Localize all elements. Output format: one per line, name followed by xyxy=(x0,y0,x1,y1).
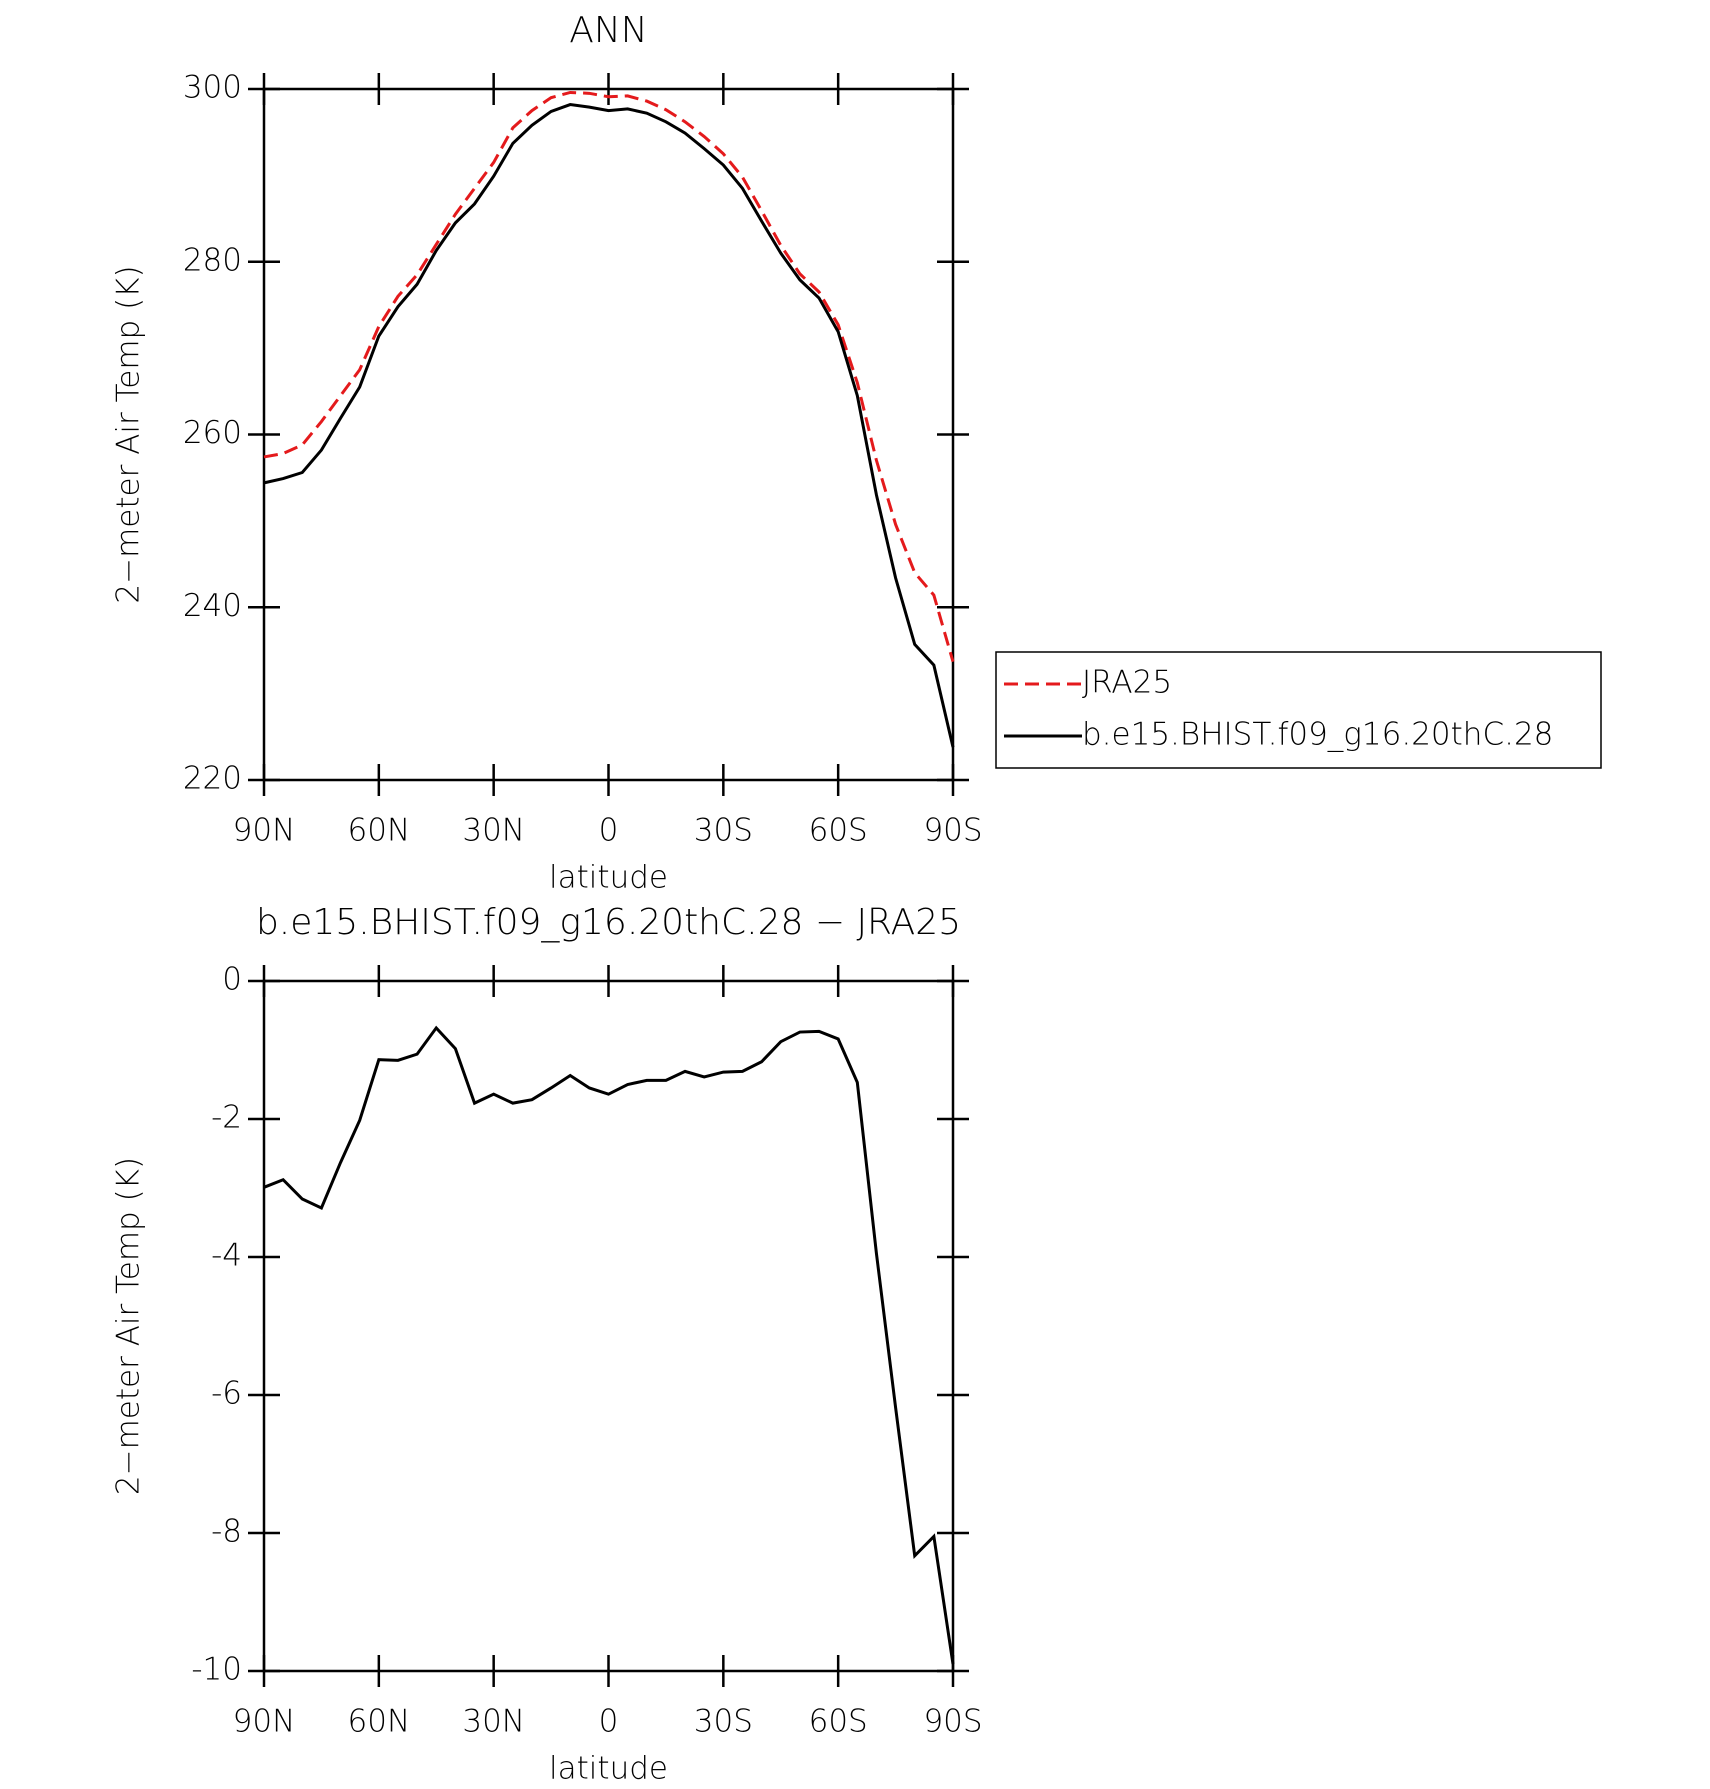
chart-title: b.e15.BHIST.f09_g16.20thC.28 − JRA25 xyxy=(256,902,961,943)
plot-frame xyxy=(262,979,955,1673)
chart-title: ANN xyxy=(569,10,648,51)
x-tick-label: 0 xyxy=(599,1704,619,1740)
legend-label: JRA25 xyxy=(1082,665,1172,701)
x-tick-label: 60S xyxy=(809,1704,868,1740)
x-tick-label: 90S xyxy=(923,1704,982,1740)
data-line xyxy=(263,1025,955,1665)
plot-frame xyxy=(262,87,955,782)
y-tick-label: 300 xyxy=(183,70,242,106)
legend-box xyxy=(995,651,1602,769)
y-tick-label: -2 xyxy=(211,1100,242,1136)
y-axis-label: 2−meter Air Temp (K) xyxy=(111,265,147,603)
legend-label: b.e15.BHIST.f09_g16.20thC.28 xyxy=(1082,717,1553,753)
x-tick-label: 60N xyxy=(348,813,411,849)
y-tick-label: 220 xyxy=(183,761,242,797)
y-tick-label: 260 xyxy=(183,415,242,451)
x-tick-label: 90N xyxy=(233,813,296,849)
x-tick-label: 30N xyxy=(462,1704,525,1740)
y-tick-label: 240 xyxy=(183,588,242,624)
data-line xyxy=(263,103,955,748)
x-tick-label: 60S xyxy=(809,813,868,849)
x-axis-label: latitude xyxy=(549,1751,668,1787)
data-line xyxy=(263,90,955,663)
x-tick-label: 30N xyxy=(462,813,525,849)
y-axis-label: 2−meter Air Temp (K) xyxy=(111,1157,147,1495)
y-tick-label: 280 xyxy=(183,242,242,278)
x-tick-label: 0 xyxy=(599,813,619,849)
x-tick-label: 30S xyxy=(694,1704,753,1740)
y-tick-label: -10 xyxy=(191,1652,242,1688)
x-tick-label: 90S xyxy=(923,813,982,849)
x-axis-label: latitude xyxy=(549,860,668,896)
x-tick-label: 30S xyxy=(694,813,753,849)
y-tick-label: -8 xyxy=(211,1514,242,1550)
x-tick-label: 60N xyxy=(348,1704,411,1740)
y-tick-label: -6 xyxy=(211,1376,242,1412)
x-tick-label: 90N xyxy=(233,1704,296,1740)
y-tick-label: -4 xyxy=(211,1238,242,1274)
y-tick-label: 0 xyxy=(222,962,242,998)
